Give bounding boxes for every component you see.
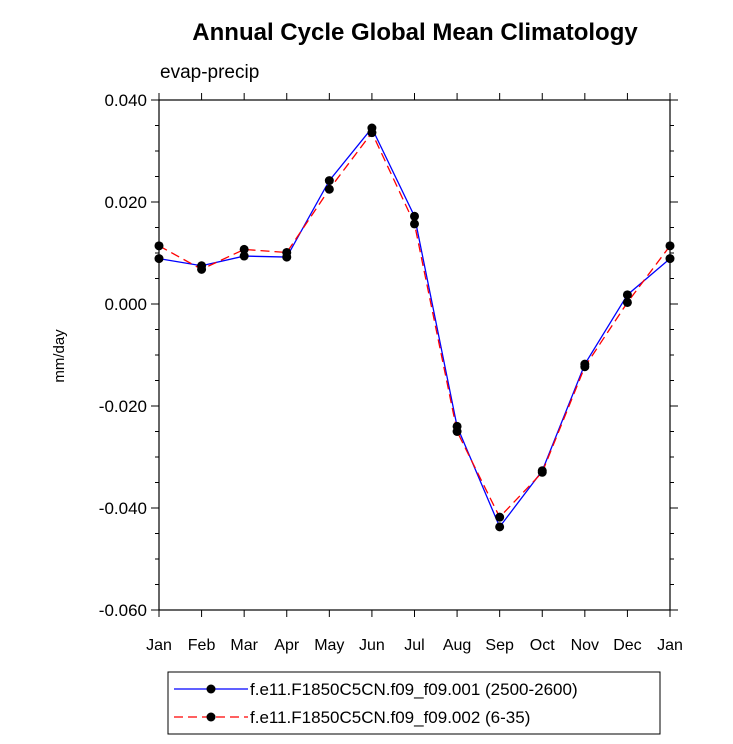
series-2-point — [452, 427, 462, 436]
legend-label-1: f.e11.F1850C5CN.f09_f09.001 (2500-2600) — [250, 680, 578, 699]
series-line-1 — [158, 126, 671, 529]
x-tick-label: Jan — [657, 637, 683, 654]
series-2-point — [495, 512, 505, 522]
series-2-point — [197, 264, 207, 274]
y-tick-label: 0.040 — [104, 91, 147, 110]
series-1-point — [410, 211, 419, 221]
y-tick-labels: 0.040 0.020 0.000 -0.020 -0.040 -0.060 — [99, 91, 147, 620]
axis-ticks — [151, 93, 678, 617]
x-tick-label: Jan — [146, 637, 172, 654]
legend-entries: f.e11.F1850C5CN.f09_f09.001 (2500-2600) f… — [174, 680, 578, 727]
x-tick-label: Apr — [274, 637, 300, 654]
series-2-point — [622, 297, 632, 307]
series-markers — [154, 123, 675, 532]
x-tick-labels: Jan Feb Mar Apr May Jun Jul Aug Sep Oct Nov Dec Jan — [146, 637, 683, 654]
y-tick-label: -0.060 — [99, 601, 147, 620]
y-tick-label: 0.020 — [104, 193, 147, 212]
legend-marker-1 — [206, 684, 216, 694]
series-1-point — [154, 254, 164, 264]
series-lines — [158, 126, 671, 529]
series-1-point — [324, 176, 334, 186]
x-tick-label: Mar — [230, 637, 258, 654]
series-2-point — [324, 184, 334, 194]
y-axis-label: mm/day — [51, 329, 68, 383]
legend-marker-2 — [206, 712, 216, 722]
series-line-2 — [158, 131, 671, 519]
series-2-point — [367, 128, 377, 138]
series-2-point — [665, 241, 675, 251]
x-tick-label: Nov — [571, 637, 599, 654]
series-2-point — [154, 241, 164, 251]
series-1-point — [665, 254, 675, 264]
series-1-point — [495, 522, 505, 532]
x-tick-label: Jul — [404, 637, 424, 654]
series-2-point — [580, 362, 590, 372]
x-tick-label: Dec — [613, 637, 641, 654]
series-1-point — [622, 290, 632, 300]
x-tick-label: May — [314, 637, 344, 654]
legend: f.e11.F1850C5CN.f09_f09.001 (2500-2600) f… — [167, 671, 661, 735]
x-tick-label: Aug — [443, 637, 471, 654]
series-1-point — [239, 251, 249, 261]
legend-label-2: f.e11.F1850C5CN.f09_f09.002 (6-35) — [250, 708, 530, 727]
x-tick-label: Sep — [485, 637, 514, 654]
chart-title: Annual Cycle Global Mean Climatology — [192, 19, 638, 46]
y-tick-label: 0.000 — [104, 295, 147, 314]
x-tick-label: Oct — [530, 637, 555, 654]
series-2-point — [239, 244, 249, 254]
series-2-point — [282, 247, 292, 257]
chart-subtitle: evap-precip — [160, 62, 259, 83]
y-tick-label: -0.040 — [99, 499, 147, 518]
y-tick-label: -0.020 — [99, 397, 147, 416]
x-tick-label: Jun — [359, 637, 385, 654]
series-2-point — [410, 219, 419, 229]
x-tick-label: Feb — [188, 637, 216, 654]
series-2-point — [537, 467, 547, 477]
legend-box — [167, 671, 661, 735]
